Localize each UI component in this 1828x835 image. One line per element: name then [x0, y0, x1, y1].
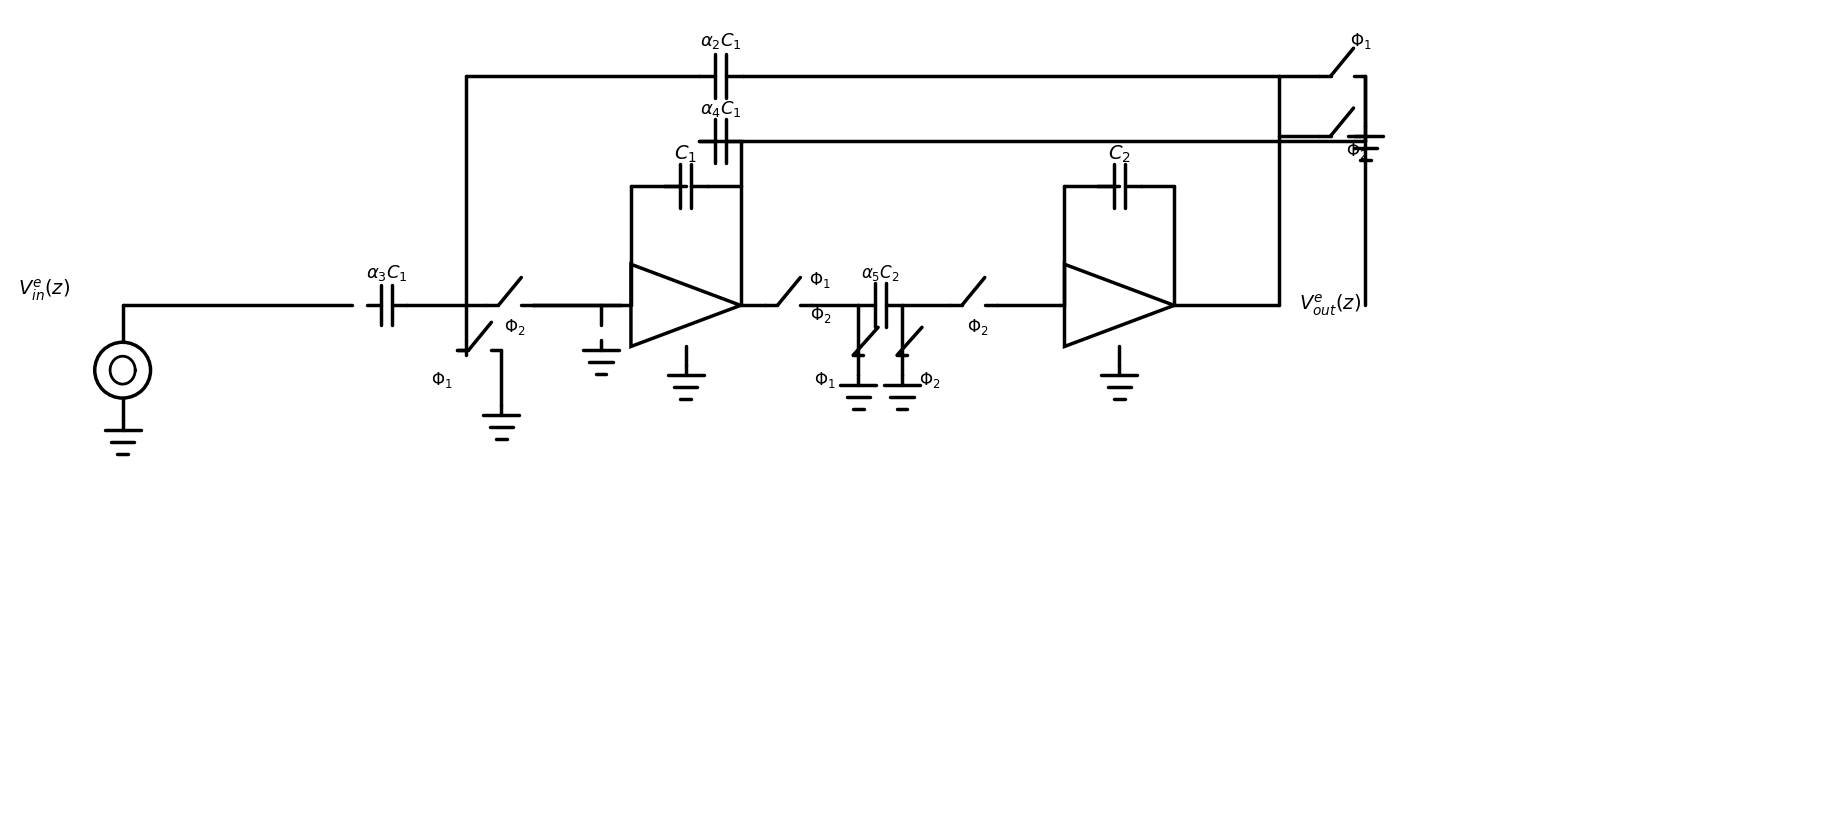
Text: $\Phi_1$: $\Phi_1$	[431, 370, 452, 390]
Text: $V_{in}^{e}(z)$: $V_{in}^{e}(z)$	[18, 278, 69, 303]
Text: $\alpha_5 C_2$: $\alpha_5 C_2$	[861, 264, 899, 283]
Text: $\Phi_1$: $\Phi_1$	[815, 370, 835, 390]
Text: $\Phi_2$: $\Phi_2$	[503, 317, 525, 337]
Text: $\Phi_1$: $\Phi_1$	[810, 271, 832, 291]
Text: $\alpha_2 C_1$: $\alpha_2 C_1$	[700, 31, 742, 51]
Text: $\Phi_2$: $\Phi_2$	[810, 306, 832, 326]
Text: $\Phi_2$: $\Phi_2$	[967, 317, 989, 337]
Text: $\Phi_2$: $\Phi_2$	[919, 370, 941, 390]
Text: $\alpha_4 C_1$: $\alpha_4 C_1$	[700, 99, 742, 119]
Text: $V_{out}^{e}(z)$: $V_{out}^{e}(z)$	[1298, 292, 1360, 318]
Text: $\Phi_1$: $\Phi_1$	[1349, 31, 1371, 51]
Text: $\Phi_2$: $\Phi_2$	[1345, 141, 1367, 161]
Text: $C_2$: $C_2$	[1108, 144, 1132, 164]
Text: $\alpha_3 C_1$: $\alpha_3 C_1$	[366, 264, 408, 283]
Text: $C_1$: $C_1$	[675, 144, 696, 164]
